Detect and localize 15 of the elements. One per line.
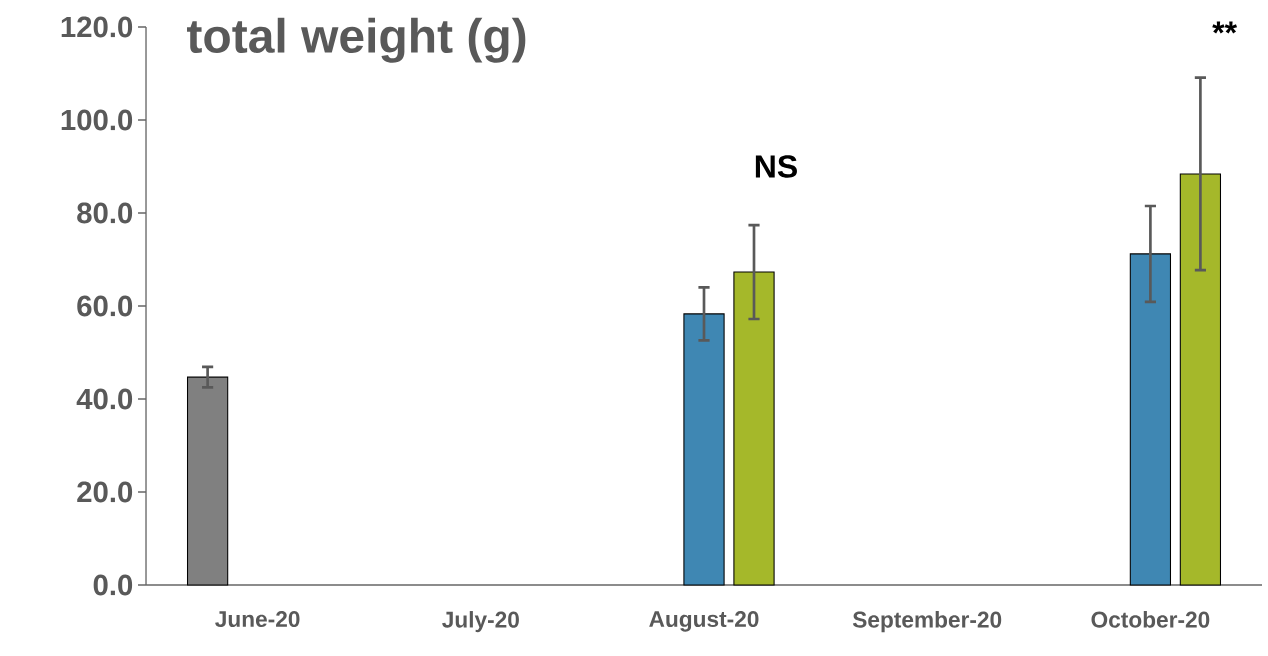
y-tick-label: 20.0	[77, 481, 133, 503]
x-tick-label: September-20	[852, 611, 1002, 633]
annotation: **	[1212, 21, 1238, 34]
chart-title: total weight (g)	[187, 17, 526, 63]
x-tick-label: August-20	[649, 611, 759, 632]
x-tick-label: October-20	[1091, 611, 1210, 628]
y-tick-label: 100.0	[61, 109, 133, 131]
y-tick-label: 80.0	[77, 202, 133, 224]
annotation: NS	[755, 155, 797, 178]
y-tick-label: 40.0	[76, 388, 133, 410]
y-tick-label: 120.0	[61, 16, 133, 38]
y-tick-label: 60.0	[77, 295, 133, 317]
x-tick-label: July-20	[442, 611, 519, 633]
y-tick-label: 0.0	[93, 574, 133, 596]
x-tick-label: June-20	[215, 611, 300, 628]
